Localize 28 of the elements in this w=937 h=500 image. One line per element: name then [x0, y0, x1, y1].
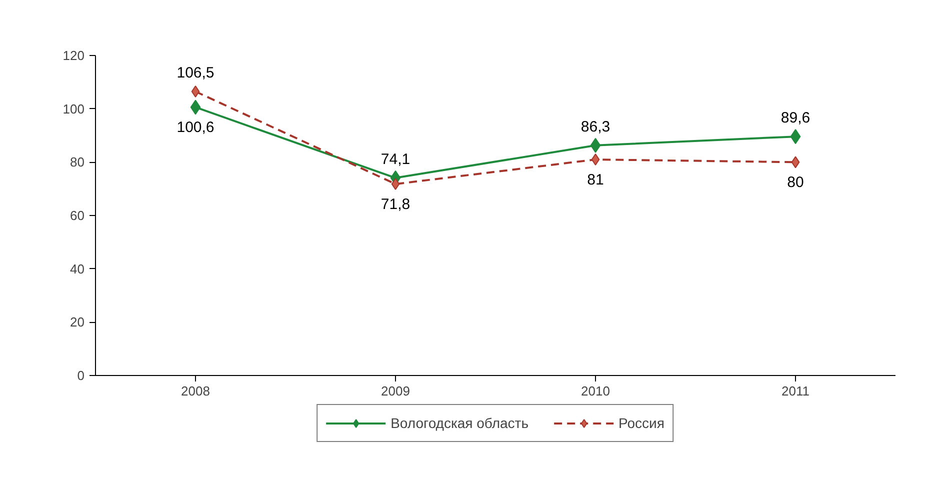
point — [590, 138, 601, 153]
legend-label: Россия — [618, 415, 664, 431]
data-label: 89,6 — [780, 110, 810, 127]
y-tick-label: 80 — [70, 154, 85, 170]
data-label: 81 — [587, 172, 604, 188]
data-label: 80 — [787, 174, 804, 192]
y-tick-label: 20 — [70, 314, 85, 330]
x-tick-label: 2011 — [782, 384, 810, 398]
y-tick-label: 120 — [62, 48, 85, 63]
x-tick-label: 2010 — [581, 384, 610, 398]
data-label: 100,6 — [176, 119, 214, 136]
x-tick-label: 2009 — [381, 384, 410, 398]
y-tick-label: 0 — [77, 368, 85, 383]
point — [790, 129, 801, 144]
y-tick-label: 40 — [70, 261, 85, 276]
data-label: 106,5 — [176, 64, 214, 82]
point — [791, 156, 800, 168]
point — [591, 154, 600, 166]
point — [190, 100, 201, 115]
point — [191, 86, 200, 98]
y-tick-label: 100 — [62, 101, 85, 116]
x-tick-label: 2008 — [181, 384, 210, 398]
data-label: 86,3 — [580, 118, 610, 136]
point — [391, 178, 400, 190]
data-label: 71,8 — [380, 196, 410, 214]
legend-label: Вологодская область — [390, 415, 528, 431]
data-label: 74,1 — [380, 150, 410, 168]
y-tick-label: 60 — [70, 208, 85, 223]
